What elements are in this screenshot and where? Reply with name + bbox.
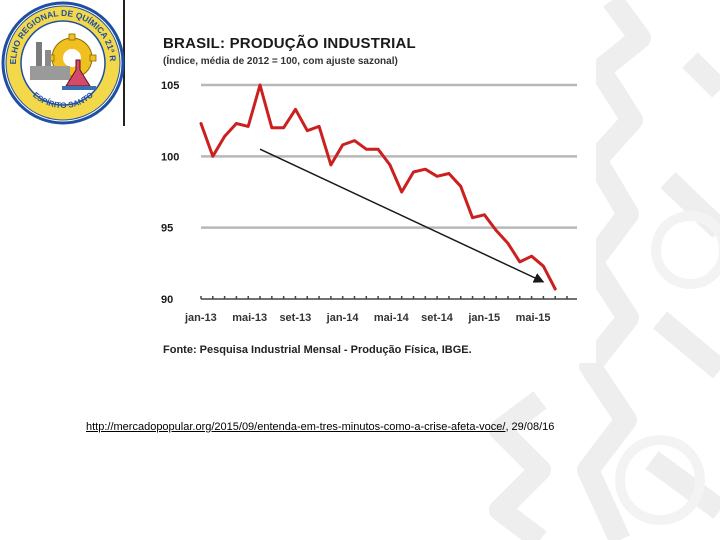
data-point [400,190,403,194]
data-point [435,175,439,178]
data-point [376,148,380,151]
data-point [388,163,392,167]
chart-panel: 90 95 100 105 jan-13 mai-13 set-13 jan-14 mai-14… [157,27,596,363]
data-point [341,143,344,147]
citation-link[interactable]: http://mercadopopular.org/2015/09/entend… [86,421,506,433]
data-point [494,229,498,232]
logo-factory-icon [30,42,70,80]
data-point [306,129,309,132]
x-tick-label-jan-15: jan-15 [467,312,500,324]
x-tick-label-mai-14: mai-14 [374,312,410,324]
data-point [412,170,415,174]
x-tick-label-set-14: set-14 [421,312,454,324]
data-point [282,126,285,129]
data-point [483,213,486,217]
data-point [424,167,427,171]
x-tick-label-jan-14: jan-14 [326,312,360,324]
data-point [317,125,321,128]
data-point [353,139,356,142]
data-point [199,122,203,125]
x-tick-label-mai-15: mai-15 [516,312,551,324]
data-point [247,125,250,128]
citation-date: , 29/08/16 [505,421,555,433]
chart-source: Fonte: Pesquisa Industrial Mensal - Prod… [163,344,472,356]
data-point [294,108,297,111]
data-point [235,122,238,125]
data-point [270,126,274,129]
data-point [329,163,333,167]
x-tick-label-jan-13: jan-13 [184,312,217,324]
data-point [211,155,215,158]
data-point [506,242,510,245]
y-tick-label-105: 105 [161,80,179,92]
line-chart: 90 95 100 105 jan-13 mai-13 set-13 jan-14 mai-14… [161,80,577,324]
data-point [471,216,474,219]
data-point [553,287,557,291]
data-point [518,260,521,264]
citation: http://mercadopopular.org/2015/09/entend… [86,421,554,433]
data-point [365,148,368,151]
x-tick-label-mai-13: mai-13 [232,312,267,324]
logo-flask-icon [62,59,96,90]
chart-subtitle: (Índice, média de 2012 = 100, com ajuste… [163,56,398,67]
data-point [459,185,462,188]
y-tick-label-100: 100 [161,151,179,163]
data-point [223,135,226,138]
data-point [447,172,451,175]
x-tick-label-set-13: set-13 [279,312,311,324]
crq-logo: CONSELHO REGIONAL DE QUÍMICA 21ª REGIÃO … [0,0,126,126]
y-tick-label-95: 95 [161,223,173,235]
chart-title: BRASIL: PRODUÇÃO INDUSTRIAL [163,35,416,52]
trend-arrow [259,148,545,283]
data-point [258,83,262,87]
data-point [530,255,533,258]
data-point [542,264,545,268]
series-line-0 [199,83,557,291]
y-tick-label-90: 90 [161,294,173,306]
